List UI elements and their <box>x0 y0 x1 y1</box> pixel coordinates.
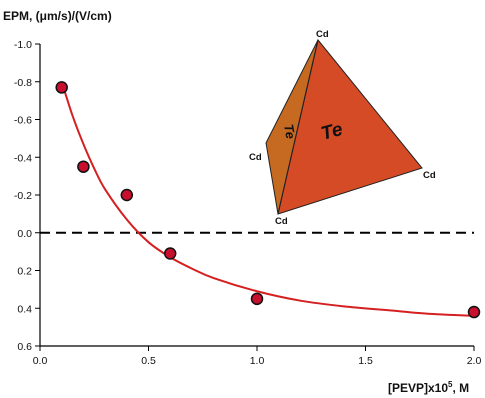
x-tick-label: 1.5 <box>358 355 373 367</box>
y-tick-label: 0.0 <box>17 228 32 240</box>
x-axis-title-sup: 5 <box>448 380 453 389</box>
y-axis-title: EPM, (μm/s)/(V/cm) <box>3 9 112 23</box>
vertex-label-top: Cd <box>316 29 329 40</box>
data-points <box>55 81 481 319</box>
y-tick-label: -0.4 <box>14 152 32 164</box>
x-tick-label: 0.5 <box>141 355 156 367</box>
y-ticks: -1.0 -0.8 -0.6 -0.4 -0.2 0.0 0.2 0.4 0.6 <box>14 39 40 353</box>
data-point <box>163 247 177 260</box>
data-point <box>250 292 264 306</box>
y-tick-label: 0.6 <box>17 341 32 353</box>
x-tick-label: 0.0 <box>33 355 48 367</box>
y-tick-label: 0.4 <box>17 303 32 315</box>
vertex-label-left: Cd <box>249 152 262 163</box>
vertex-label-right: Cd <box>423 170 436 181</box>
x-axis-title-main: [PEVP]x10 <box>388 381 448 395</box>
tetrahedron-inset: Te Te Cd Cd Cd Cd <box>249 29 436 227</box>
x-axis-title: [PEVP]x105, M <box>388 380 469 395</box>
x-axis-title-tail: , M <box>452 381 469 395</box>
fit-curve <box>60 81 475 317</box>
x-ticks: 0.0 0.5 1.0 1.5 2.0 <box>33 346 482 367</box>
vertex-label-bottom: Cd <box>275 216 288 227</box>
tetrahedron-right-face <box>277 38 423 215</box>
y-tick-label: -0.6 <box>14 115 32 127</box>
x-tick-label: 2.0 <box>467 355 482 367</box>
y-tick-label: -0.2 <box>14 190 32 202</box>
y-tick-label: -1.0 <box>14 39 32 51</box>
data-point <box>55 81 68 94</box>
tetrahedron-face-label-left: Te <box>281 123 298 140</box>
y-tick-label: -0.8 <box>14 77 32 89</box>
data-point <box>77 160 90 173</box>
tetrahedron-edge <box>277 39 319 215</box>
data-point <box>120 188 134 202</box>
data-point <box>467 305 481 319</box>
y-tick-label: 0.2 <box>17 266 32 278</box>
x-tick-label: 1.0 <box>250 355 265 367</box>
